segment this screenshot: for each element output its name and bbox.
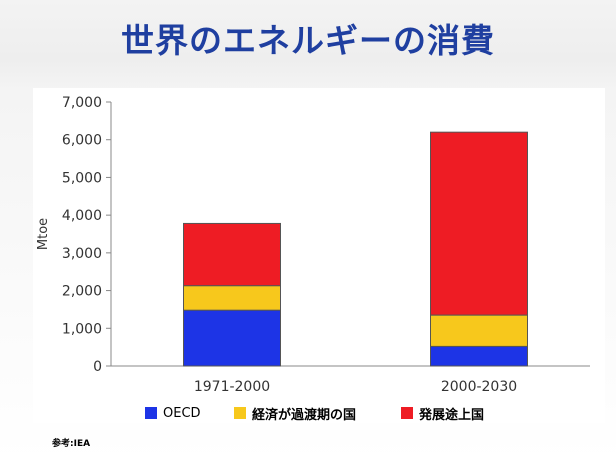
legend-item: 発展途上国 bbox=[401, 404, 485, 423]
bar-segment bbox=[183, 285, 281, 311]
chart-legend: OECD 経済が過渡期の国 発展途上国 bbox=[145, 404, 575, 423]
slide-title: 世界のエネルギーの消費 bbox=[121, 21, 495, 60]
y-tick-label: 5,000 bbox=[62, 170, 102, 186]
legend-swatch bbox=[401, 407, 413, 419]
bar-segment bbox=[430, 314, 528, 347]
legend-label: OECD bbox=[163, 405, 201, 421]
y-tick-label: 6,000 bbox=[62, 133, 102, 149]
legend-swatch bbox=[145, 407, 157, 419]
y-axis-label: Mtoe bbox=[36, 218, 51, 250]
legend-item: OECD bbox=[145, 404, 201, 422]
bar-segment bbox=[183, 222, 281, 287]
x-tick-label: 2000-2030 bbox=[441, 379, 517, 395]
legend-label: 経済が過渡期の国 bbox=[252, 407, 357, 423]
y-tick-label: 0 bbox=[93, 359, 102, 375]
bar-segment bbox=[430, 131, 528, 316]
source-note: 参考:IEA bbox=[52, 439, 91, 449]
bar-segment bbox=[430, 345, 528, 367]
legend-label: 発展途上国 bbox=[419, 407, 485, 423]
y-tick-label: 2,000 bbox=[62, 284, 102, 300]
y-tick-label: 1,000 bbox=[62, 321, 102, 337]
x-tick-label: 1971-2000 bbox=[194, 379, 270, 395]
y-tick-label: 7,000 bbox=[62, 95, 102, 111]
y-tick-label: 3,000 bbox=[62, 246, 102, 262]
bar-segment bbox=[183, 309, 281, 367]
legend-swatch bbox=[234, 407, 246, 419]
y-tick-label: 4,000 bbox=[62, 208, 102, 224]
legend-item: 経済が過渡期の国 bbox=[234, 404, 357, 423]
energy-consumption-chart: 0 1,000 2,000 3,000 4,000 5,000 6,000 7,000 Mtoe… bbox=[36, 95, 590, 395]
chart-panel: 0 1,000 2,000 3,000 4,000 5,000 6,000 7,000 Mtoe… bbox=[33, 88, 605, 423]
